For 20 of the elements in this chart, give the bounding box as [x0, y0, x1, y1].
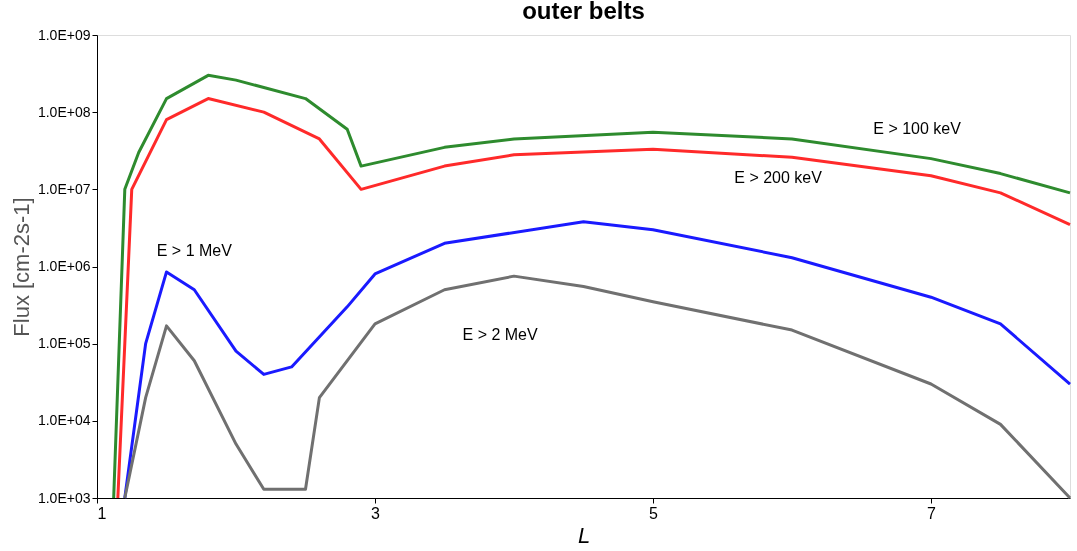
series-label: E > 200 keV — [734, 169, 823, 187]
y-axis-title: Flux [cm-2s-1] — [8, 197, 34, 337]
y-tick-label: 1.0E+06 — [37, 258, 91, 274]
chart-title: outer belts — [522, 0, 645, 24]
x-tick-label: 1 — [97, 504, 107, 522]
y-tick-label: 1.0E+07 — [37, 180, 91, 197]
text: E > 2 MeV — [462, 325, 538, 343]
y-tick-label: 1.0E+05 — [37, 335, 91, 352]
y-tick-label: 1.0E+03 — [37, 489, 91, 506]
x-tick-label: 7 — [927, 504, 937, 522]
x-tick-label: 5 — [649, 504, 659, 522]
line-series — [123, 274, 1072, 500]
x-tick-label: 3 — [371, 504, 381, 522]
series-label: E > 100 keV — [873, 120, 962, 138]
y-tick-label: 1.0E+08 — [37, 103, 91, 120]
x-axis-title: L — [577, 522, 591, 548]
line-series — [123, 220, 1072, 500]
y-tick-label: 1.0E+04 — [37, 412, 91, 429]
y-tick-label: 1.0E+09 — [37, 26, 91, 43]
series-label: E > 1 MeV — [156, 241, 233, 259]
